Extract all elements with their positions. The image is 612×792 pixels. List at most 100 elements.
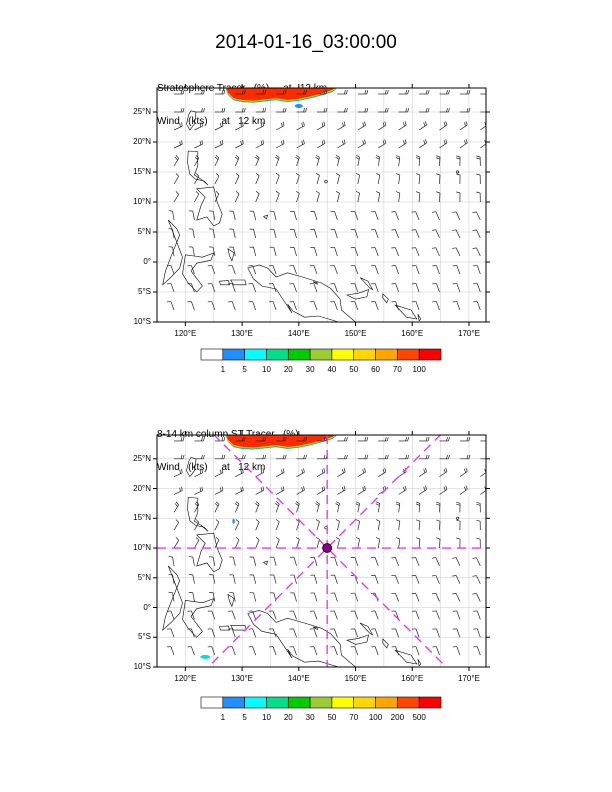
wind-barb: [313, 628, 318, 638]
wind-barb: [293, 628, 297, 638]
wind-barb: [456, 610, 461, 620]
wind-barb: [455, 557, 461, 567]
wind-barb: [231, 628, 236, 638]
wind-barb-flag: [199, 123, 202, 128]
wind-barb: [275, 503, 280, 513]
wind-barb-flag: [425, 121, 427, 126]
wind-barb: [231, 610, 236, 620]
wind-barb: [415, 301, 420, 311]
wind-barb: [333, 265, 338, 275]
colorbar-swatch: [287, 696, 311, 709]
wind-barb: [415, 575, 420, 584]
wind-barb: [173, 176, 179, 185]
lat-label: 5°S: [138, 287, 151, 296]
wind-barb: [212, 247, 216, 257]
wind-barb: [253, 574, 257, 584]
wind-barb-flag: [456, 501, 461, 504]
wind-barb-flag: [403, 122, 405, 127]
wind-barb: [255, 503, 260, 513]
wind-barb: [377, 193, 381, 203]
lat-label: 15°N: [133, 513, 151, 523]
wind-barb-flag: [416, 519, 421, 522]
wind-barb-flag: [321, 469, 324, 474]
wind-barb-flag: [425, 437, 428, 442]
wind-barb: [194, 157, 200, 167]
map-content: [157, 435, 488, 667]
map-panel-1: [153, 84, 490, 326]
wind-barb-flag: [427, 437, 430, 442]
wind-barb: [476, 557, 481, 567]
wind-barb-flag: [452, 247, 457, 249]
wind-barb: [337, 175, 340, 185]
wind-barb-flag: [201, 437, 203, 442]
wind-barb: [415, 211, 420, 221]
wind-barb-flag: [487, 437, 488, 441]
wind-barb-flag: [264, 437, 267, 442]
wind-barb-flag: [182, 454, 185, 459]
wind-barb-flag: [260, 140, 263, 145]
wind-barb-flag: [262, 121, 265, 126]
wind-barb: [435, 247, 440, 257]
wind-barb-flag: [321, 122, 324, 127]
wind-barb-flag: [362, 486, 365, 491]
wind-barb: [418, 193, 421, 203]
wind-barb-flag: [223, 437, 226, 442]
colorbar-swatch: [418, 696, 442, 709]
wind-barb-flag: [221, 90, 224, 95]
wind-barb: [436, 301, 440, 311]
wind-barb-flag: [465, 120, 468, 125]
wind-barb: [293, 283, 297, 293]
wind-barb: [398, 503, 401, 513]
wind-barb-flag: [366, 90, 369, 95]
wind-barb-flag: [427, 454, 430, 459]
wind-barb: [357, 125, 366, 131]
wind-barb: [234, 157, 240, 167]
wind-barb: [313, 301, 318, 311]
wind-barb: [337, 539, 340, 549]
colorbar-label: 500: [412, 713, 426, 722]
colorbar-label: 40: [327, 365, 337, 374]
wind-barb: [436, 283, 440, 293]
wind-barb-flag: [199, 487, 202, 492]
wind-barb: [173, 504, 179, 513]
wind-barb-flag: [375, 157, 380, 160]
wind-barb: [337, 489, 346, 495]
wind-barb: [398, 521, 401, 531]
map-content: [157, 88, 486, 322]
wind-barb-flag: [223, 454, 226, 459]
wind-barb-flag: [323, 121, 326, 126]
wind-barb: [418, 471, 427, 477]
wind-barb: [173, 143, 183, 149]
wind-barb: [172, 211, 175, 221]
wind-barb-flag: [404, 485, 407, 490]
panel2-title-line2: Wind (kts) at 12 km: [157, 462, 266, 473]
wind-barb-flag: [194, 503, 199, 507]
colorbar-label: 5: [242, 713, 247, 722]
wind-barb-flag: [487, 455, 488, 459]
wind-barb: [354, 557, 359, 566]
wind-barb-flag: [215, 519, 220, 523]
wind-barb: [418, 539, 421, 549]
wind-barb: [170, 610, 175, 620]
lat-label: 5°N: [137, 572, 151, 582]
wind-barb-flag: [423, 486, 426, 491]
wind-barb: [337, 143, 346, 149]
wind-barb: [235, 125, 244, 131]
wind-barb-flag: [448, 437, 450, 442]
coastline: [186, 457, 197, 478]
wind-barb: [255, 157, 260, 167]
wind-barb-flag: [343, 468, 346, 473]
wind-barb: [296, 157, 300, 167]
wind-barb-flag: [416, 173, 421, 176]
wind-barb-flag: [260, 469, 263, 474]
coastline: [382, 638, 389, 649]
wind-barb: [255, 472, 264, 477]
wind-barb: [439, 124, 448, 131]
lat-label: 10°N: [133, 543, 151, 553]
wind-barb-flag: [305, 108, 307, 113]
wind-barb-flag: [364, 121, 366, 126]
wind-barb-flag: [201, 468, 203, 473]
wind-barb-flag: [295, 536, 300, 540]
wind-barb: [214, 504, 220, 513]
lon-label: 130°E: [231, 329, 254, 338]
